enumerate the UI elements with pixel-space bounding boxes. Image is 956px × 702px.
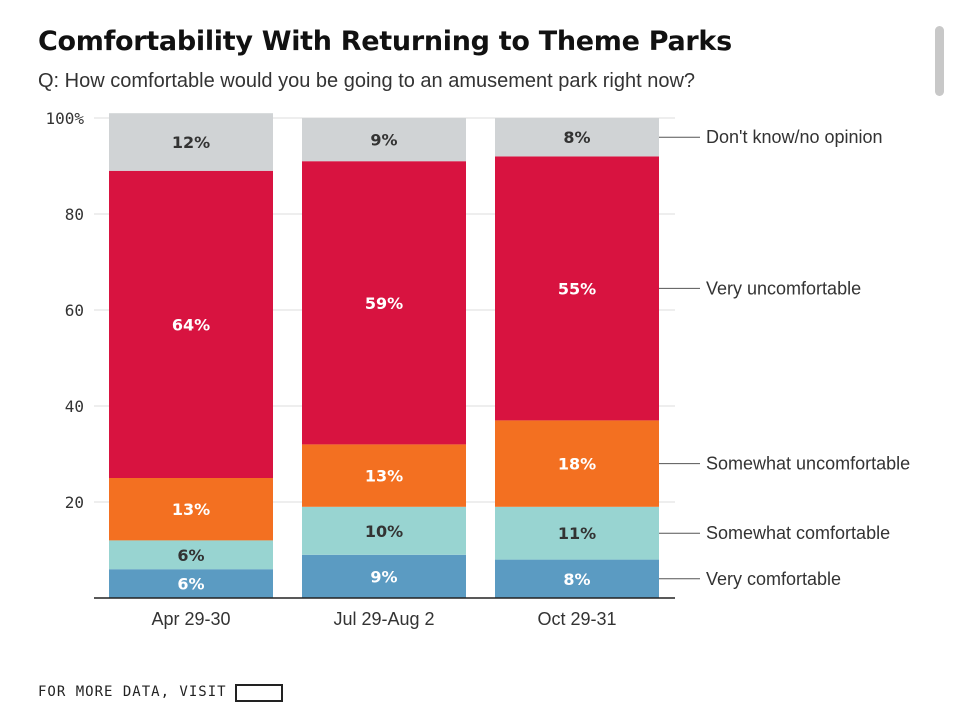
data-label: 9%: [370, 131, 397, 150]
bar-segment: [495, 506, 659, 560]
scrollbar-thumb[interactable]: [935, 26, 944, 96]
data-label: 6%: [177, 575, 204, 594]
data-label: 55%: [558, 279, 596, 298]
data-label: 11%: [558, 524, 596, 543]
bar-segment: [302, 506, 466, 555]
bar-segment: [109, 113, 273, 171]
data-label: 13%: [172, 500, 210, 519]
legend-label: Somewhat uncomfortable: [706, 454, 910, 474]
bar-segment: [495, 156, 659, 421]
bar-segment: [495, 559, 659, 598]
bar-segment: [109, 478, 273, 541]
y-tick-label: 80: [65, 205, 84, 224]
x-tick-label: Jul 29-Aug 2: [333, 609, 434, 629]
legend-label: Very uncomfortable: [706, 278, 861, 298]
footer-text: FOR MORE DATA, VISIT: [38, 684, 227, 700]
x-tick-label: Oct 29-31: [537, 609, 616, 629]
data-label: 9%: [370, 567, 397, 586]
bars: 6% 6% 13% 64% 12% 9% 10% 13% 59% 9% 8% 11% 18% 55% 8%: [109, 113, 659, 598]
bar-segment: [109, 569, 273, 598]
footer-logo-box: [234, 684, 283, 702]
data-label: 8%: [563, 570, 590, 589]
data-label: 8%: [563, 128, 590, 147]
data-label: 12%: [172, 133, 210, 152]
bar-segment: [495, 118, 659, 157]
footer-note: FOR MORE DATA, VISIT: [38, 684, 283, 702]
data-label: 10%: [365, 522, 403, 541]
bar-segment: [302, 118, 466, 162]
bar-segment: [302, 444, 466, 507]
legend-label: Somewhat comfortable: [706, 523, 890, 543]
data-label: 18%: [558, 455, 596, 474]
legend-label: Don't know/no opinion: [706, 127, 883, 147]
y-tick-label: 100%: [45, 109, 84, 128]
x-tick-label: Apr 29-30: [151, 609, 230, 629]
y-axis: 20 40 60 80 100%: [45, 109, 84, 512]
data-label: 64%: [172, 315, 210, 334]
chart-title: Comfortability With Returning to Theme P…: [38, 26, 732, 57]
legend: Very comfortable Somewhat comfortable Some…: [659, 127, 910, 589]
legend-label: Very comfortable: [706, 569, 841, 589]
y-tick-label: 60: [65, 301, 84, 320]
y-tick-label: 40: [65, 397, 84, 416]
data-label: 6%: [177, 546, 204, 565]
chart-subtitle: Q: How comfortable would you be going to…: [38, 70, 696, 92]
y-tick-label: 20: [65, 493, 84, 512]
x-axis: Apr 29-30 Jul 29-Aug 2 Oct 29-31: [94, 597, 675, 629]
bar-segment: [302, 554, 466, 598]
data-label: 13%: [365, 467, 403, 486]
bar-segment: [109, 540, 273, 570]
bar-segment: [495, 420, 659, 507]
bar-segment: [302, 161, 466, 445]
bar-segment: [109, 170, 273, 479]
data-label: 59%: [365, 294, 403, 313]
